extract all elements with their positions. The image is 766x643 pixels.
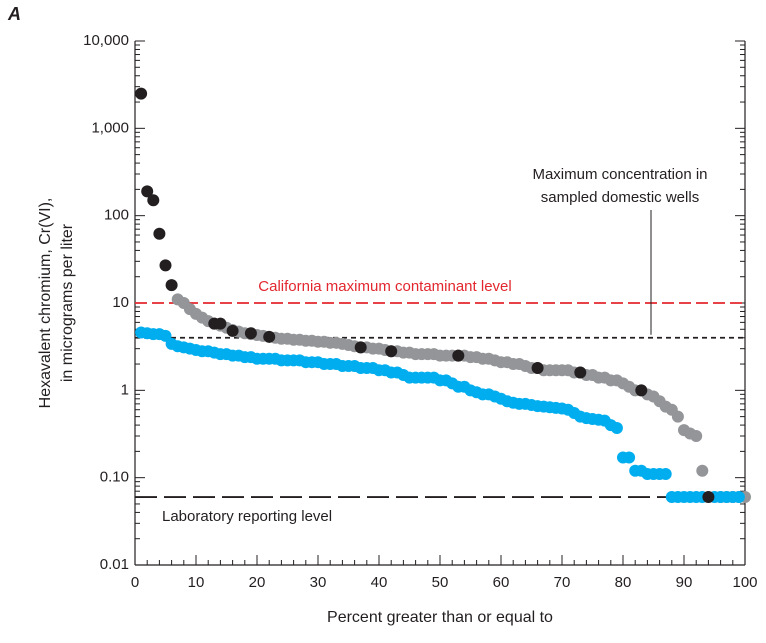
data-point: [531, 362, 544, 375]
y-axis-label: Hexavalent chromium, Cr(VI),: [37, 198, 54, 409]
reference-label: sampled domestic wells: [541, 189, 699, 206]
data-point: [147, 194, 160, 207]
data-point: [354, 341, 367, 354]
data-point: [659, 468, 672, 481]
data-point: [610, 422, 623, 435]
data-point: [385, 345, 398, 358]
data-point: [159, 259, 172, 272]
data-point: [635, 384, 648, 397]
data-point: [690, 429, 703, 442]
x-tick-label: 100: [732, 574, 757, 591]
data-point: [623, 451, 636, 464]
data-point: [574, 366, 587, 379]
x-tick-label: 90: [676, 574, 693, 591]
data-point: [135, 87, 148, 100]
x-tick-label: 30: [310, 574, 327, 591]
data-point: [141, 185, 154, 198]
x-tick-label: 80: [615, 574, 632, 591]
y-tick-label: 10,000: [83, 32, 129, 49]
data-point: [226, 324, 239, 337]
reference-label: California maximum contaminant level: [258, 278, 511, 295]
data-point: [153, 227, 166, 240]
y-tick-label: 0.10: [100, 469, 129, 486]
data-point: [702, 491, 715, 504]
y-axis-label: in micrograms per liter: [59, 223, 76, 382]
data-point: [263, 330, 276, 343]
data-point: [671, 410, 684, 423]
x-tick-label: 40: [371, 574, 388, 591]
y-tick-label: 1: [121, 381, 129, 398]
data-point: [696, 464, 709, 477]
data-point: [244, 327, 257, 340]
x-tick-label: 20: [249, 574, 266, 591]
y-tick-label: 100: [104, 207, 129, 224]
x-tick-label: 0: [131, 574, 139, 591]
y-tick-label: 0.01: [100, 556, 129, 573]
data-point: [732, 491, 745, 504]
x-tick-label: 50: [432, 574, 449, 591]
x-tick-label: 60: [493, 574, 510, 591]
data-point: [452, 349, 465, 362]
data-point: [214, 317, 227, 330]
y-tick-label: 10: [112, 294, 129, 311]
reference-label: Maximum concentration in: [532, 166, 707, 183]
x-axis-label: Percent greater than or equal to: [327, 609, 553, 626]
x-tick-label: 10: [188, 574, 205, 591]
reference-label: Laboratory reporting level: [162, 508, 332, 525]
data-point: [165, 279, 178, 292]
panel-label: A: [7, 4, 21, 24]
y-tick-label: 1,000: [91, 119, 129, 136]
x-tick-label: 70: [554, 574, 571, 591]
